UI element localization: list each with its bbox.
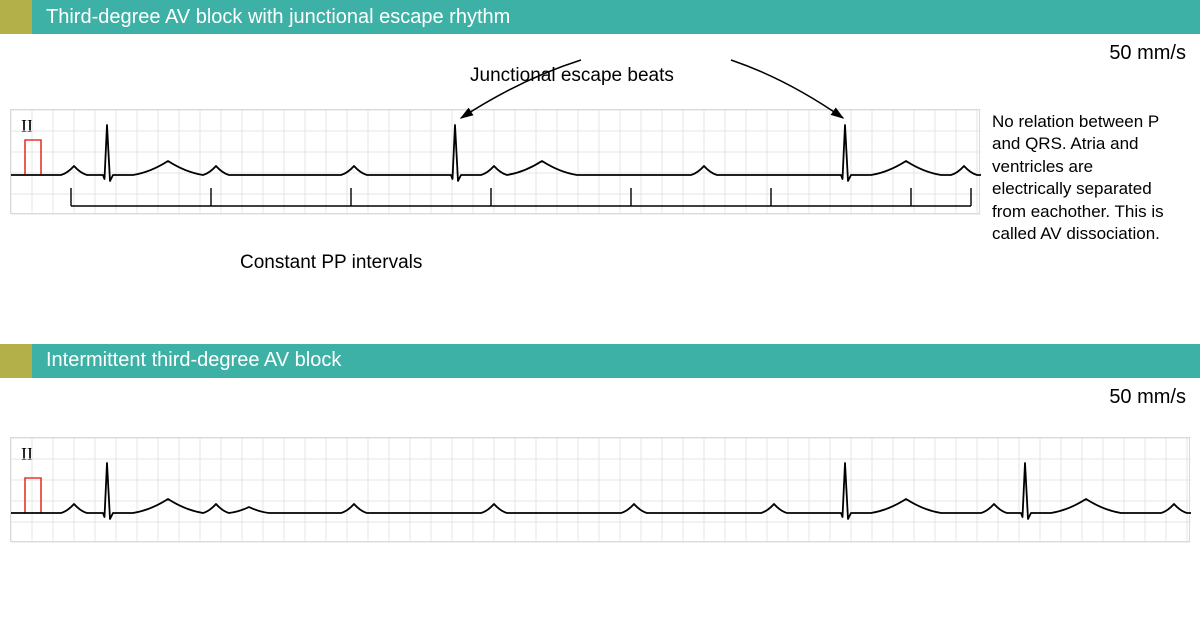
header-accent-2 bbox=[0, 344, 32, 378]
pp-interval-label: Constant PP intervals bbox=[240, 252, 1200, 274]
ecg-strip-2: II bbox=[10, 437, 1190, 542]
section2-title: Intermittent third-degree AV block bbox=[32, 344, 1200, 378]
section1-title: Third-degree AV block with junctional es… bbox=[32, 0, 1200, 34]
section1-row: II No relation between P and QRS. Atria … bbox=[0, 109, 1200, 246]
section2-header: Intermittent third-degree AV block bbox=[0, 344, 1200, 378]
section2-speed: 50 mm/s bbox=[0, 386, 1200, 409]
section1-side-text: No relation between P and QRS. Atria and… bbox=[980, 109, 1180, 246]
ecg-strip-1: II bbox=[10, 109, 980, 214]
section2-row: II bbox=[0, 437, 1200, 542]
section1-header: Third-degree AV block with junctional es… bbox=[0, 0, 1200, 34]
header-accent bbox=[0, 0, 32, 34]
